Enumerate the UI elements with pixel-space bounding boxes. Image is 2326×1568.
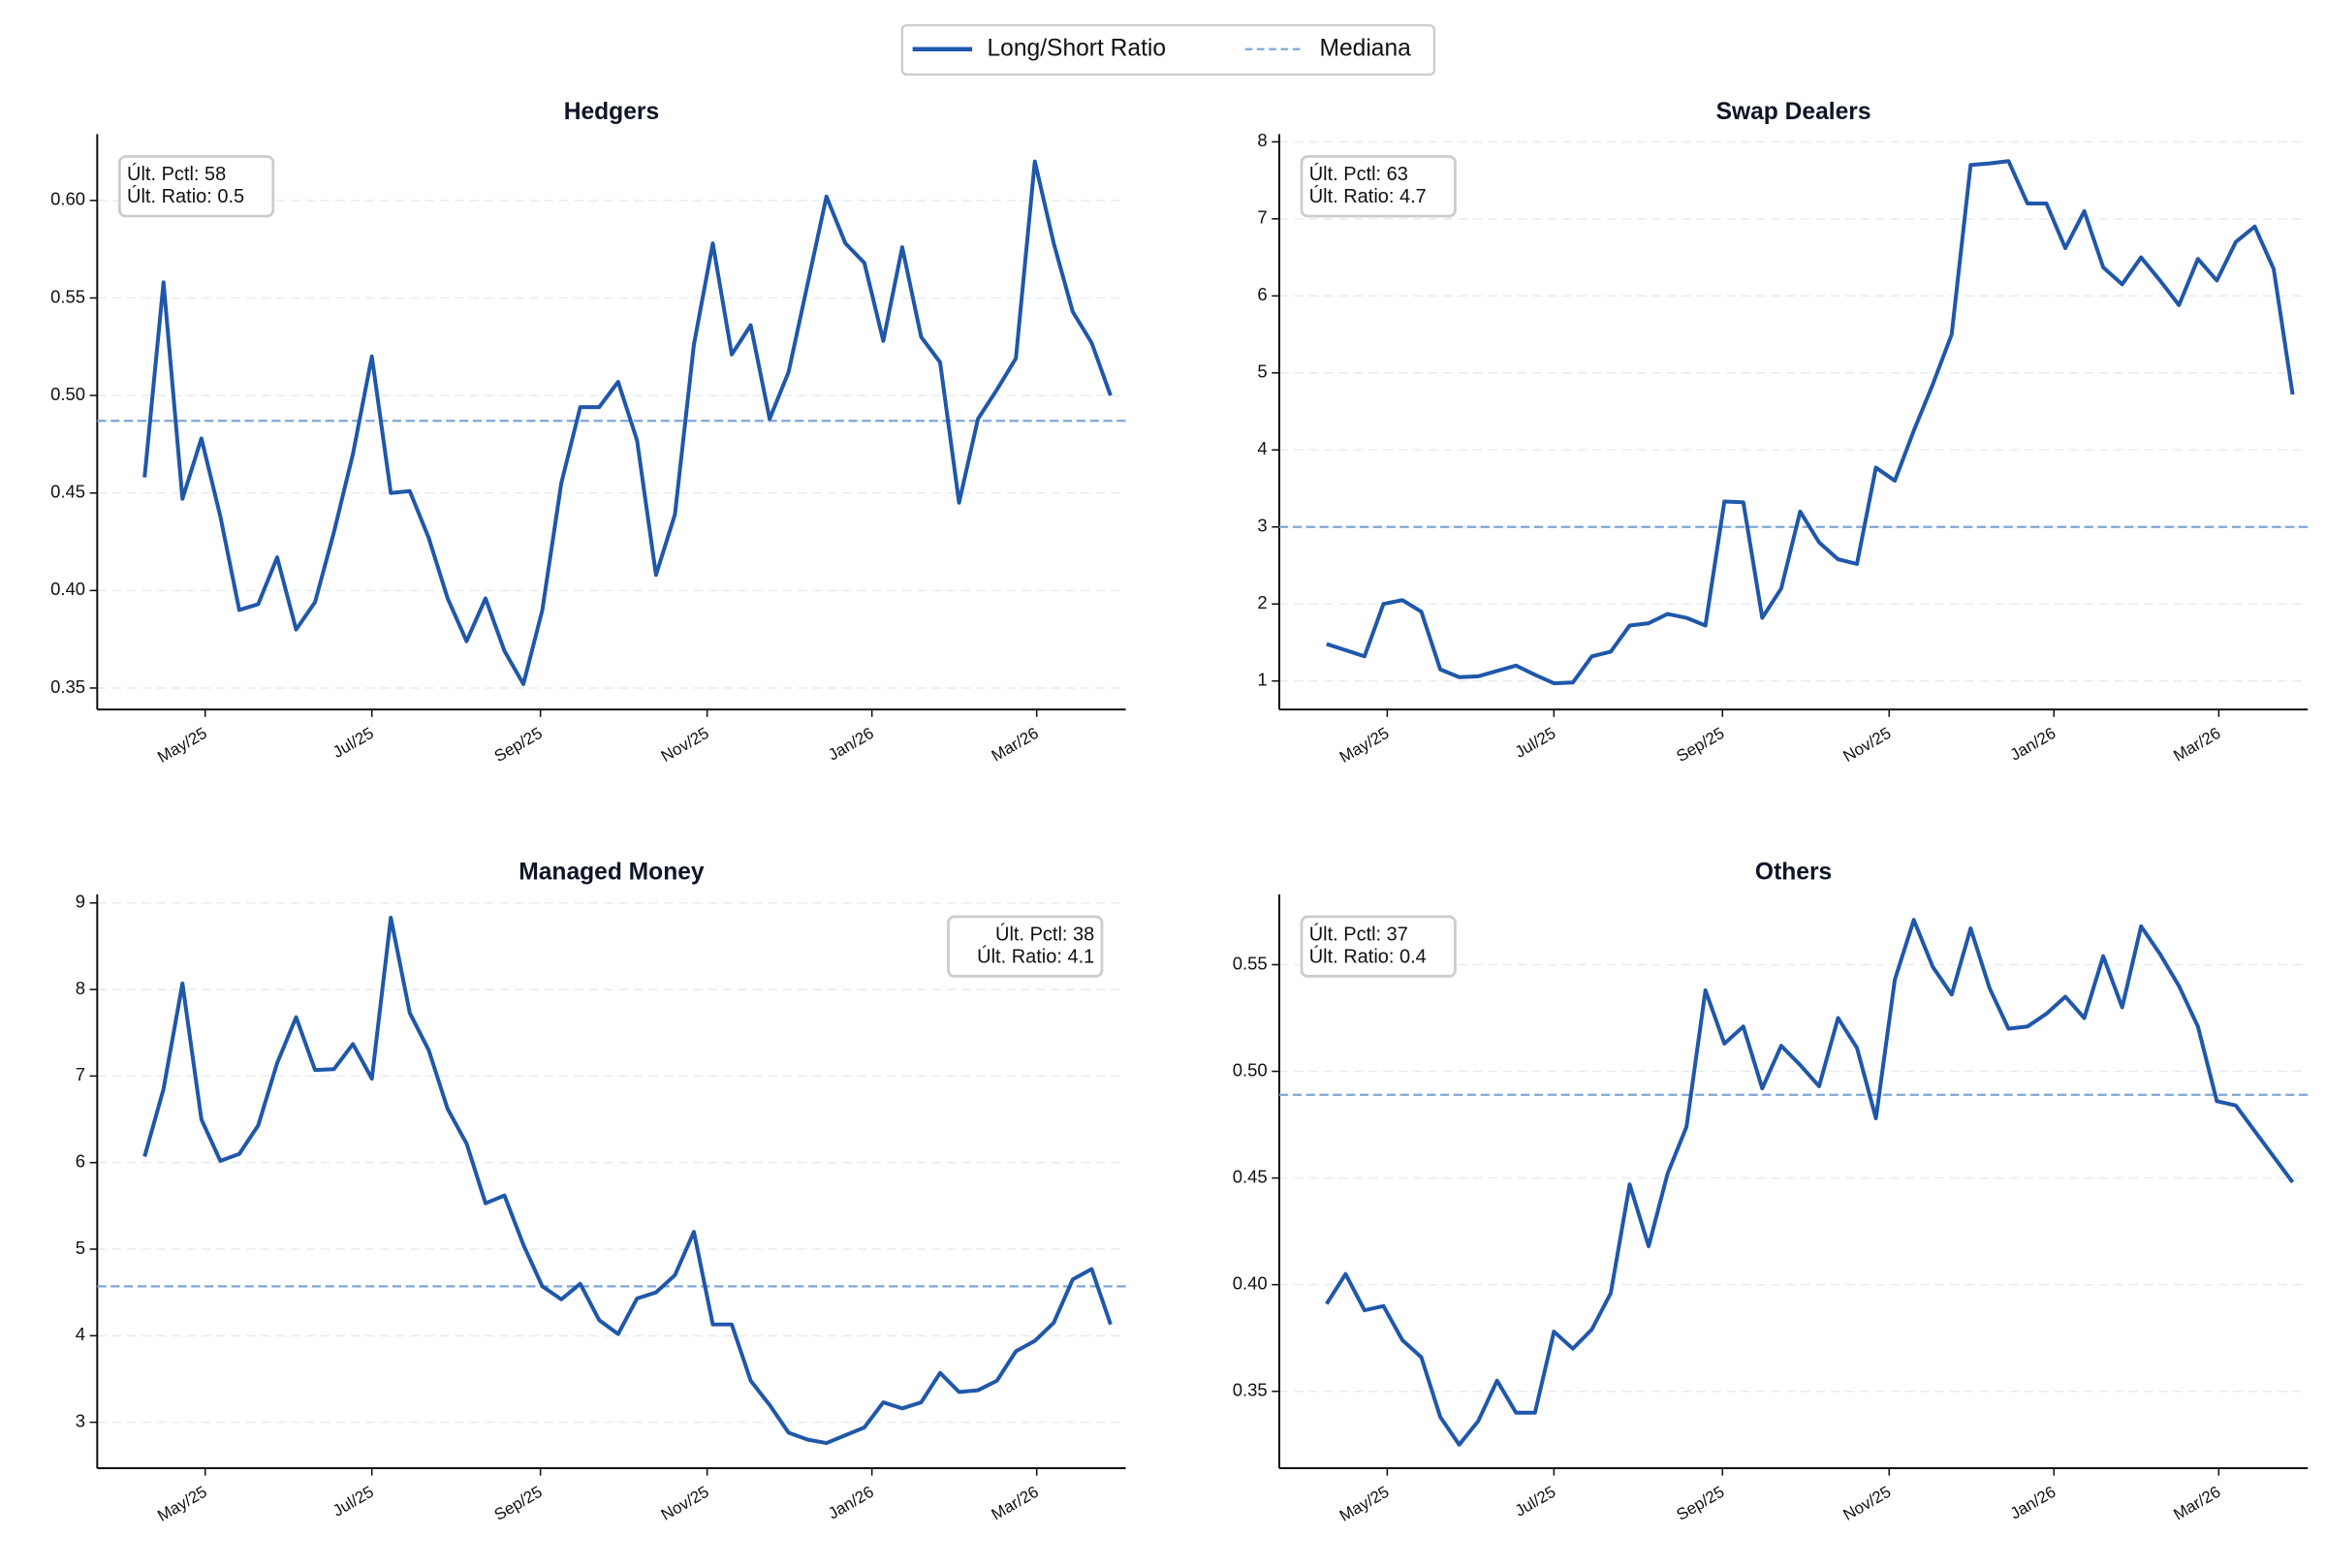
y-tick-label: 6: [76, 1151, 85, 1172]
x-tick-label: May/25: [1336, 1483, 1393, 1525]
x-tick-label: Nov/25: [658, 1483, 712, 1524]
x-tick-label: Jul/25: [1512, 724, 1559, 762]
legend-label: Mediana: [1319, 35, 1411, 61]
x-tick-label: Mar/26: [2170, 724, 2223, 766]
x-tick-label: Jul/25: [330, 724, 377, 762]
y-tick-label: 7: [1257, 207, 1267, 228]
x-tick-label: Sep/25: [491, 724, 546, 766]
x-tick-label: Jan/26: [825, 724, 876, 765]
y-tick-label: 0.50: [1233, 1059, 1268, 1080]
annotation-text: Últ. Ratio: 0.4: [1309, 946, 1427, 968]
ratio-line: [142, 915, 1113, 1446]
x-tick-label: Mar/26: [989, 724, 1042, 766]
x-tick-label: Sep/25: [1673, 724, 1727, 766]
y-tick-label: 0.60: [50, 189, 85, 209]
annotation-text: Últ. Pctl: 58: [127, 163, 226, 185]
y-tick-label: 8: [76, 978, 85, 998]
x-tick-label: Sep/25: [491, 1483, 546, 1524]
x-tick-label: May/25: [154, 1483, 210, 1525]
annotation-text: Últ. Pctl: 38: [995, 923, 1094, 945]
annotation-text: Últ. Ratio: 4.7: [1309, 185, 1427, 207]
y-tick-label: 0.35: [50, 676, 85, 697]
annotation-box: [117, 155, 275, 218]
ratio-line: [1325, 918, 2295, 1447]
y-tick-label: 5: [1257, 361, 1267, 382]
y-tick-label: 1: [1257, 670, 1267, 690]
annotation-text: Últ. Pctl: 37: [1309, 923, 1408, 945]
x-tick-label: Nov/25: [1839, 724, 1894, 766]
ratio-line: [1326, 159, 2295, 686]
annotation-box: [947, 915, 1104, 978]
x-tick-label: Jan/26: [2007, 1483, 2059, 1523]
x-tick-label: Jan/26: [2007, 724, 2059, 765]
y-tick-label: 5: [76, 1238, 85, 1258]
chart-title: Hedgers: [564, 99, 659, 125]
x-tick-label: May/25: [1336, 724, 1393, 767]
y-tick-label: 6: [1257, 284, 1267, 304]
x-tick-label: Mar/26: [2170, 1483, 2223, 1524]
y-tick-label: 0.55: [50, 286, 85, 306]
legend-box: [900, 23, 1436, 77]
y-tick-label: 0.35: [1233, 1380, 1268, 1400]
x-tick-label: May/25: [154, 724, 210, 767]
x-tick-label: Jul/25: [1512, 1483, 1559, 1521]
y-tick-label: 4: [76, 1324, 85, 1344]
chart-title: Managed Money: [519, 859, 705, 885]
annotation-text: Últ. Pctl: 63: [1309, 163, 1408, 185]
y-tick-label: 4: [1257, 438, 1267, 458]
y-tick-label: 3: [76, 1410, 85, 1430]
x-tick-label: Sep/25: [1673, 1483, 1727, 1524]
y-tick-label: 0.40: [50, 579, 85, 599]
annotation-text: Últ. Ratio: 4.1: [977, 946, 1094, 968]
chart-title: Swap Dealers: [1716, 99, 1871, 125]
y-tick-label: 0.50: [50, 384, 85, 404]
annotation-box: [1300, 915, 1457, 978]
y-tick-label: 9: [76, 892, 85, 912]
y-tick-label: 2: [1257, 592, 1267, 612]
x-tick-label: Mar/26: [989, 1483, 1042, 1524]
y-tick-label: 8: [1257, 130, 1267, 150]
annotation-box: [1300, 155, 1457, 218]
y-tick-label: 0.45: [50, 482, 85, 502]
x-tick-label: Nov/25: [1839, 1483, 1894, 1524]
y-tick-label: 0.55: [1233, 953, 1268, 973]
y-tick-label: 7: [76, 1064, 85, 1084]
annotation-text: Últ. Ratio: 0.5: [127, 185, 244, 207]
x-tick-label: Jan/26: [825, 1483, 876, 1523]
y-tick-label: 0.40: [1233, 1273, 1268, 1294]
ratio-line: [142, 159, 1113, 686]
y-tick-label: 3: [1257, 516, 1267, 536]
legend-label: Long/Short Ratio: [988, 35, 1167, 61]
y-tick-label: 0.45: [1233, 1166, 1268, 1186]
x-tick-label: Jul/25: [330, 1483, 377, 1521]
chart-title: Others: [1755, 859, 1832, 885]
x-tick-label: Nov/25: [658, 724, 712, 766]
